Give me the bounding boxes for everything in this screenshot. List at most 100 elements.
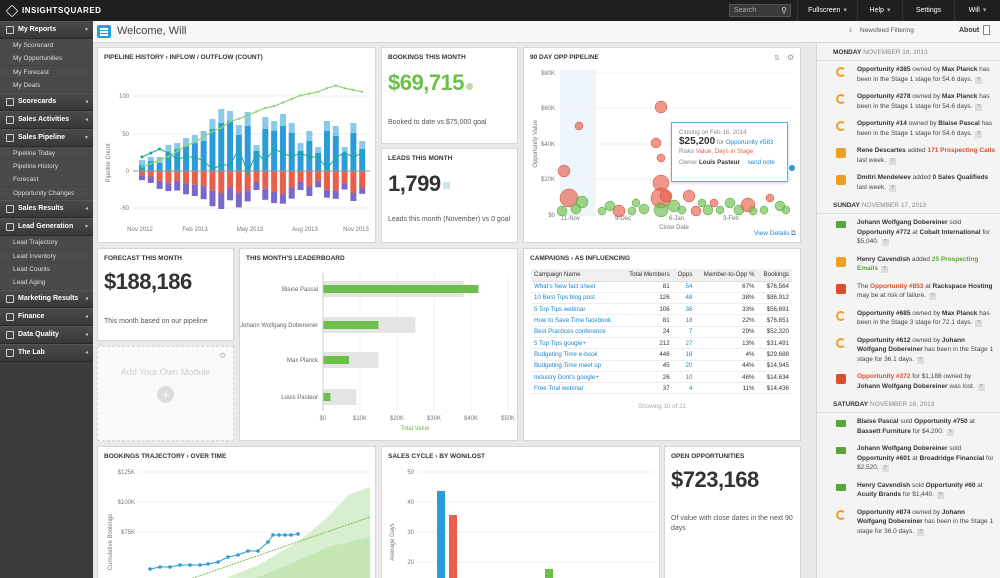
feed-entity[interactable]: Opportunity #685 (857, 309, 911, 317)
opportunity-bubble[interactable] (574, 121, 584, 131)
table-cell[interactable]: 27 (672, 337, 696, 350)
feed-entity[interactable]: Opportunity #60 (925, 481, 976, 489)
won-bar[interactable] (437, 491, 445, 578)
feed-entity[interactable]: Blaise Pascal (857, 418, 899, 425)
sidebar-item-lead-aging[interactable]: Lead Aging (0, 276, 93, 290)
sales-cycle-chart[interactable]: 50 40 30 20 Average Days (382, 447, 661, 578)
bookings-trajectory-chart[interactable]: $125K $100K $75K Cumulative Bookings (98, 447, 377, 578)
opportunity-bubble[interactable] (677, 205, 687, 215)
table-cell[interactable]: 4 (672, 382, 696, 395)
open-opps-panel[interactable]: OPEN OPPORTUNITIES $723,168 Of value wit… (664, 446, 801, 578)
sidebar-section-the-lab[interactable]: The Lab ◂ (0, 343, 93, 362)
sidebar-item-my-forecast[interactable]: My Forecast (0, 65, 93, 80)
add-module-panel[interactable]: ⚙ Add Your Own Module + (97, 346, 234, 441)
opportunity-bubble[interactable] (631, 198, 641, 208)
help-icon[interactable]: ? (880, 266, 888, 273)
feed-entity[interactable]: Opportunity #601 (857, 454, 911, 462)
leaderboard-chart[interactable]: $0 $10K $20K $30K $40K $50K Total Value Blaise … (240, 249, 519, 442)
opportunity-bubble[interactable] (709, 198, 719, 208)
sidebar-section-finance[interactable]: Finance ◂ (0, 307, 93, 326)
bookings-point[interactable] (296, 532, 300, 536)
sidebar-section-sales-activities[interactable]: Sales Activities ◂ (0, 110, 93, 129)
gear-icon[interactable]: ⚙ (219, 351, 227, 360)
opportunity-bubble[interactable] (597, 206, 607, 216)
campaign-link[interactable]: Industry Dont's google+ (531, 371, 622, 384)
bookings-point[interactable] (226, 555, 230, 559)
pipeline-history-chart[interactable]: 100 50 0 -50 Pipeline Count Nov 2012 Feb 2013 M… (98, 48, 377, 244)
opportunity-bubble[interactable] (654, 100, 668, 114)
help-icon[interactable]: ? (888, 157, 896, 165)
opportunity-bubble[interactable] (765, 193, 775, 203)
table-cell[interactable]: 54 (672, 281, 696, 293)
tooltip-opportunity-link[interactable]: Opportunity #583 (725, 139, 774, 146)
opportunity-bubble[interactable] (612, 204, 626, 218)
sidebar-section-sales-pipeline[interactable]: Sales Pipeline ▾ (0, 128, 93, 147)
campaign-link[interactable]: How to Save Time facebook (531, 314, 622, 327)
segment-bar[interactable] (545, 569, 553, 578)
help-icon[interactable]: ? (975, 130, 983, 138)
menu-toggle-button[interactable] (97, 25, 111, 38)
sidebar-item-lead-trajectory[interactable]: Lead Trajectory (0, 236, 93, 250)
feed-entity[interactable]: Opportunity #278 (857, 93, 911, 100)
bookings-point[interactable] (158, 565, 162, 569)
bookings-point[interactable] (216, 560, 220, 564)
sidebar-item-opportunity-changes[interactable]: Opportunity Changes (0, 186, 93, 201)
feed-entity[interactable]: Bassett Furniture (857, 427, 911, 435)
column-header[interactable]: Bookings (757, 269, 792, 282)
table-cell[interactable]: 48 (672, 292, 696, 305)
opportunity-bubble[interactable] (682, 189, 696, 203)
feed-entity[interactable]: Opportunity #750 (914, 418, 968, 425)
opportunity-bubble[interactable] (627, 206, 637, 216)
opportunity-bubble[interactable] (748, 206, 758, 216)
lost-bar[interactable] (449, 515, 457, 578)
bookings-point[interactable] (289, 533, 293, 537)
sidebar-item-forecast[interactable]: Forecast (0, 173, 93, 187)
feed-entity[interactable]: Max Planck (941, 93, 978, 100)
opportunity-bubble[interactable] (724, 197, 736, 209)
sidebar-section-sales-results[interactable]: Sales Results ◂ (0, 200, 93, 219)
sidebar-section-my-reports[interactable]: My Reports ▾ (0, 21, 93, 39)
feed-entity[interactable]: Max Planck (941, 66, 978, 73)
bookings-point[interactable] (148, 567, 152, 571)
table-cell[interactable]: 10 (672, 371, 696, 384)
column-header[interactable]: Opps (672, 269, 696, 282)
sidebar-item-pipeline-history[interactable]: Pipeline History (0, 159, 93, 174)
bookings-point[interactable] (246, 549, 250, 553)
help-menu[interactable]: Help ▾ (857, 0, 902, 21)
opp-pipeline-chart[interactable]: $80K $60K $40K $20K $0 Opportunity Value 11-No… (524, 48, 802, 244)
help-icon[interactable]: ? (946, 428, 954, 436)
feed-entity[interactable]: Johann Wolfgang Dobereiner (857, 219, 948, 226)
column-header[interactable]: Total Members (621, 269, 673, 282)
bookings-point[interactable] (206, 562, 210, 566)
feed-entity[interactable]: Opportunity #772 (857, 228, 911, 236)
leads-panel[interactable]: LEADS THIS MONTH 1,799 Leads this month … (381, 148, 518, 243)
table-cell[interactable]: 20 (672, 360, 696, 372)
help-icon[interactable]: ? (881, 465, 889, 472)
opportunity-bubble[interactable] (715, 205, 725, 215)
table-cell[interactable]: 16 (672, 348, 696, 361)
about-link[interactable]: About (959, 27, 980, 34)
bookings-point[interactable] (256, 549, 260, 553)
feed-entity[interactable]: Dmitri Mendeleev (857, 174, 911, 181)
sidebar-item-my-opportunities[interactable]: My Opportunities (0, 52, 93, 66)
sort-icon[interactable]: ⇅ (774, 55, 780, 62)
help-icon[interactable]: ? (888, 184, 896, 192)
feed-entity[interactable]: Johann Wolfgang Dobereiner (857, 508, 966, 526)
campaign-link[interactable]: Budgeting Time e-book (531, 348, 622, 361)
bookings-point[interactable] (271, 533, 275, 537)
sidebar-section-marketing-results[interactable]: Marketing Results ◂ (0, 289, 93, 308)
search-input[interactable]: Search ⚲ (729, 4, 791, 17)
feed-entity[interactable]: Opportunity #372 (857, 373, 911, 380)
campaign-link[interactable]: Budgeting Time meet up (531, 360, 622, 372)
bookings-point[interactable] (283, 533, 287, 537)
opportunity-bubble[interactable] (653, 202, 669, 218)
opportunity-bubble[interactable] (575, 195, 589, 209)
filter-icon[interactable]: ⇓ (848, 28, 854, 34)
opportunity-bubble[interactable] (697, 198, 707, 208)
bookings-point[interactable] (178, 563, 182, 567)
campaign-link[interactable]: Free Trial webinar (531, 382, 622, 395)
help-icon[interactable]: ? (975, 320, 983, 327)
opportunity-bubble[interactable] (702, 204, 714, 216)
feed-entity[interactable]: 25 Prospecting Emails (857, 255, 979, 273)
feed-entity[interactable]: Opportunity #14 (857, 120, 907, 127)
